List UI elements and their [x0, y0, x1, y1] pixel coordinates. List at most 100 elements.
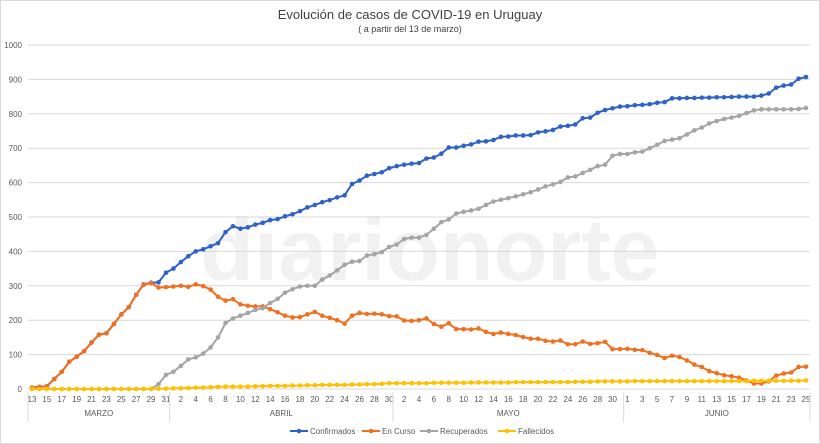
data-point	[677, 378, 682, 384]
data-point	[520, 191, 526, 197]
data-point	[610, 379, 615, 384]
data-point	[119, 386, 124, 392]
data-point	[669, 378, 675, 384]
data-point	[305, 283, 310, 289]
data-point	[714, 370, 719, 376]
chart-subtitle: ( a partir del 13 de marzo)	[358, 24, 462, 34]
data-point	[781, 371, 786, 376]
data-point	[714, 94, 719, 100]
x-tick-label: 4	[417, 395, 422, 404]
data-point	[409, 318, 414, 324]
data-point	[602, 162, 608, 168]
data-point	[334, 382, 340, 388]
data-point	[617, 379, 623, 384]
data-point	[208, 243, 213, 249]
data-point	[200, 247, 206, 252]
data-point	[796, 106, 801, 112]
watermark: diarionorte	[200, 200, 660, 299]
x-tick-label: 8	[223, 395, 228, 404]
data-point	[111, 321, 117, 327]
data-point	[796, 378, 801, 384]
x-tick-label: 3	[640, 395, 645, 404]
x-tick-label: 24	[340, 395, 349, 404]
data-point	[163, 270, 169, 276]
data-point	[729, 94, 734, 100]
legend-item: Recuperados	[420, 427, 488, 436]
data-point	[625, 151, 630, 157]
data-point	[654, 378, 660, 384]
data-point	[580, 339, 586, 344]
data-point	[424, 316, 429, 321]
data-point	[654, 352, 660, 358]
data-point	[185, 253, 191, 259]
x-tick-label: 10	[236, 395, 245, 404]
chart-title: Evolución de casos de COVID-19 en Urugua…	[278, 7, 543, 22]
data-point	[781, 378, 786, 384]
data-point	[699, 378, 705, 384]
data-point	[185, 357, 191, 362]
data-point	[729, 373, 734, 379]
month-label: ABRIL	[270, 409, 294, 418]
data-point	[461, 143, 466, 149]
data-point	[215, 335, 221, 340]
data-point	[416, 160, 422, 166]
data-point	[483, 329, 489, 335]
data-point	[178, 259, 184, 265]
data-point	[632, 378, 638, 384]
data-point	[394, 380, 399, 386]
data-point	[424, 232, 429, 238]
data-point	[319, 277, 325, 282]
data-point	[558, 379, 563, 385]
x-tick-label: 12	[474, 395, 483, 404]
data-point	[788, 370, 794, 375]
data-point	[498, 330, 504, 335]
x-tick-label: 5	[655, 395, 660, 404]
data-point	[736, 375, 742, 380]
data-point	[535, 187, 541, 192]
data-point	[178, 363, 184, 369]
data-point	[357, 178, 362, 183]
data-point	[245, 310, 251, 316]
data-point	[96, 386, 102, 392]
data-point	[245, 384, 251, 389]
data-point	[677, 96, 682, 101]
data-point	[290, 211, 295, 217]
data-point	[699, 364, 705, 370]
data-point	[193, 249, 199, 254]
data-point	[96, 332, 102, 337]
data-point	[245, 225, 251, 230]
data-point	[647, 101, 653, 107]
data-point	[506, 134, 511, 139]
data-point	[409, 235, 414, 240]
data-point	[29, 386, 35, 392]
data-point	[461, 209, 466, 215]
data-point	[483, 139, 489, 144]
data-point	[684, 95, 690, 101]
data-point	[223, 298, 228, 303]
data-point	[796, 76, 801, 82]
data-point	[372, 251, 377, 257]
data-point	[751, 108, 757, 113]
x-tick-label: 23	[787, 395, 796, 404]
x-tick-label: 22	[549, 395, 558, 404]
data-point	[662, 138, 667, 144]
data-point	[491, 199, 496, 204]
data-point	[625, 346, 630, 352]
data-point	[625, 379, 630, 384]
data-point	[74, 354, 79, 359]
x-tick-label: 25	[802, 395, 811, 404]
data-point	[699, 125, 705, 130]
data-point	[684, 132, 690, 137]
x-tick-label: 21	[87, 395, 96, 404]
data-point	[208, 384, 213, 390]
data-point	[171, 266, 176, 271]
data-point	[662, 378, 667, 384]
data-point	[312, 202, 318, 208]
data-point	[401, 380, 407, 386]
data-point	[751, 378, 757, 384]
data-point	[446, 145, 452, 150]
data-point	[587, 379, 593, 385]
data-point	[334, 268, 340, 273]
data-point	[773, 107, 779, 112]
x-tick-label: 17	[742, 395, 751, 404]
